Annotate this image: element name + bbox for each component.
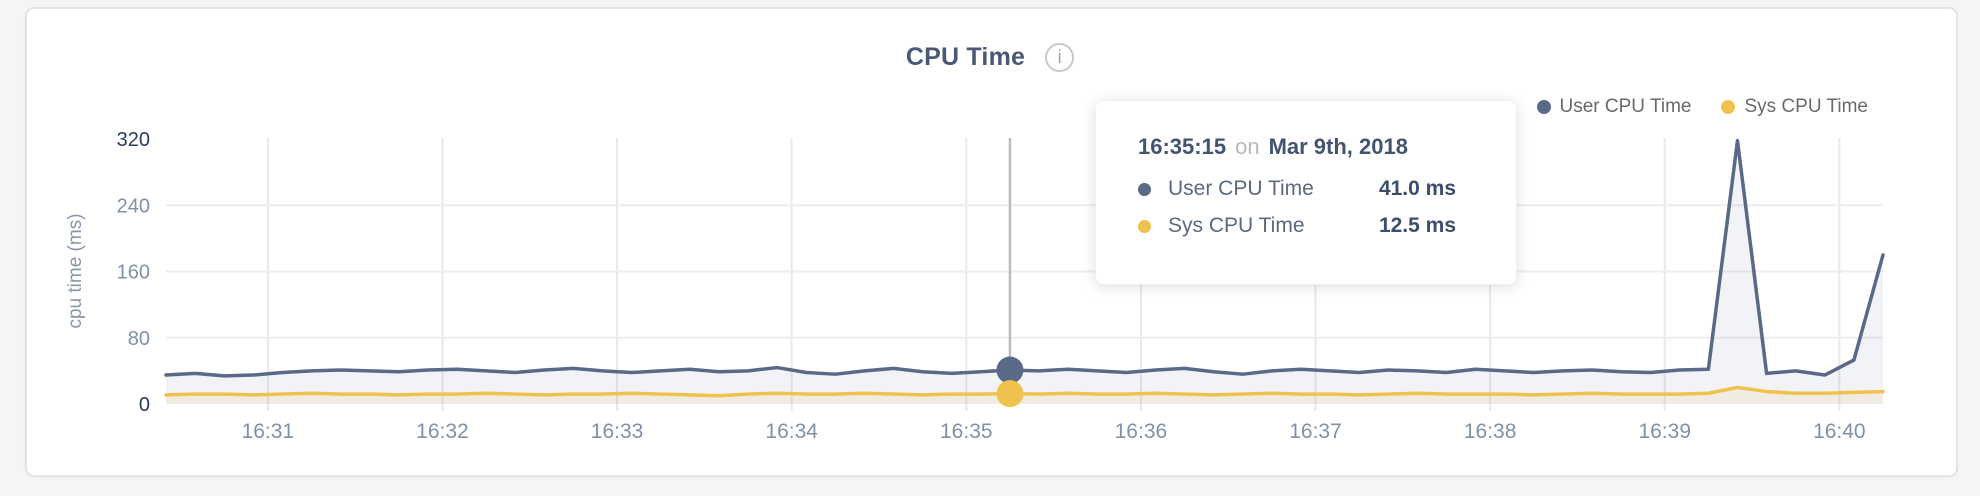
svg-text:240: 240	[117, 195, 150, 217]
y-axis-title: cpu time (ms)	[65, 213, 86, 329]
svg-text:320: 320	[117, 129, 150, 151]
user-cpu-series-dot-icon	[1536, 100, 1551, 114]
legend-item-user-cpu-time[interactable]: User CPU Time	[1536, 96, 1692, 118]
tooltip-series-label: User CPU Time	[1168, 177, 1314, 200]
tooltip-timestamp: 16:35:15 on Mar 9th, 2018	[1138, 134, 1456, 160]
legend-label: User CPU Time	[1559, 96, 1692, 117]
tooltip-connector: on	[1235, 134, 1260, 159]
tooltip-date: Mar 9th, 2018	[1268, 134, 1408, 159]
chart-tooltip: 16:35:15 on Mar 9th, 2018 User CPU Time …	[1095, 100, 1517, 285]
svg-text:16:34: 16:34	[765, 420, 818, 443]
tooltip-row-sys-cpu: Sys CPU Time 12.5 ms	[1138, 214, 1456, 238]
svg-text:16:38: 16:38	[1464, 420, 1517, 443]
chart-legend: User CPU Time Sys CPU Time	[1536, 96, 1868, 118]
svg-text:0: 0	[139, 394, 150, 416]
page-title: CPU Time	[905, 42, 1026, 71]
user-cpu-series-dot-icon	[1138, 182, 1151, 196]
svg-text:16:36: 16:36	[1115, 420, 1168, 443]
chart-card	[25, 7, 1958, 477]
svg-text:16:31: 16:31	[242, 420, 295, 443]
legend-item-sys-cpu-time[interactable]: Sys CPU Time	[1721, 96, 1868, 118]
tooltip-row-user-cpu: User CPU Time 41.0 ms	[1138, 177, 1456, 201]
svg-text:16:40: 16:40	[1813, 420, 1866, 443]
svg-text:160: 160	[117, 262, 150, 284]
svg-text:16:33: 16:33	[591, 420, 644, 443]
info-icon[interactable]: i	[1045, 42, 1075, 72]
svg-text:80: 80	[128, 328, 150, 350]
svg-text:16:37: 16:37	[1289, 420, 1342, 443]
tooltip-series-value: 41.0 ms	[1378, 177, 1456, 200]
sys-cpu-series-dot-icon	[1721, 100, 1736, 114]
svg-text:16:39: 16:39	[1638, 420, 1691, 443]
sys-cpu-series-dot-icon	[1138, 219, 1151, 233]
svg-text:16:35: 16:35	[940, 420, 993, 443]
chart-header: CPU Time i	[0, 40, 1980, 74]
svg-text:16:32: 16:32	[416, 420, 469, 443]
tooltip-series-label: Sys CPU Time	[1168, 214, 1305, 237]
tooltip-time: 16:35:15	[1138, 134, 1227, 159]
legend-label: Sys CPU Time	[1744, 96, 1868, 117]
tooltip-series-value: 12.5 ms	[1378, 214, 1456, 237]
